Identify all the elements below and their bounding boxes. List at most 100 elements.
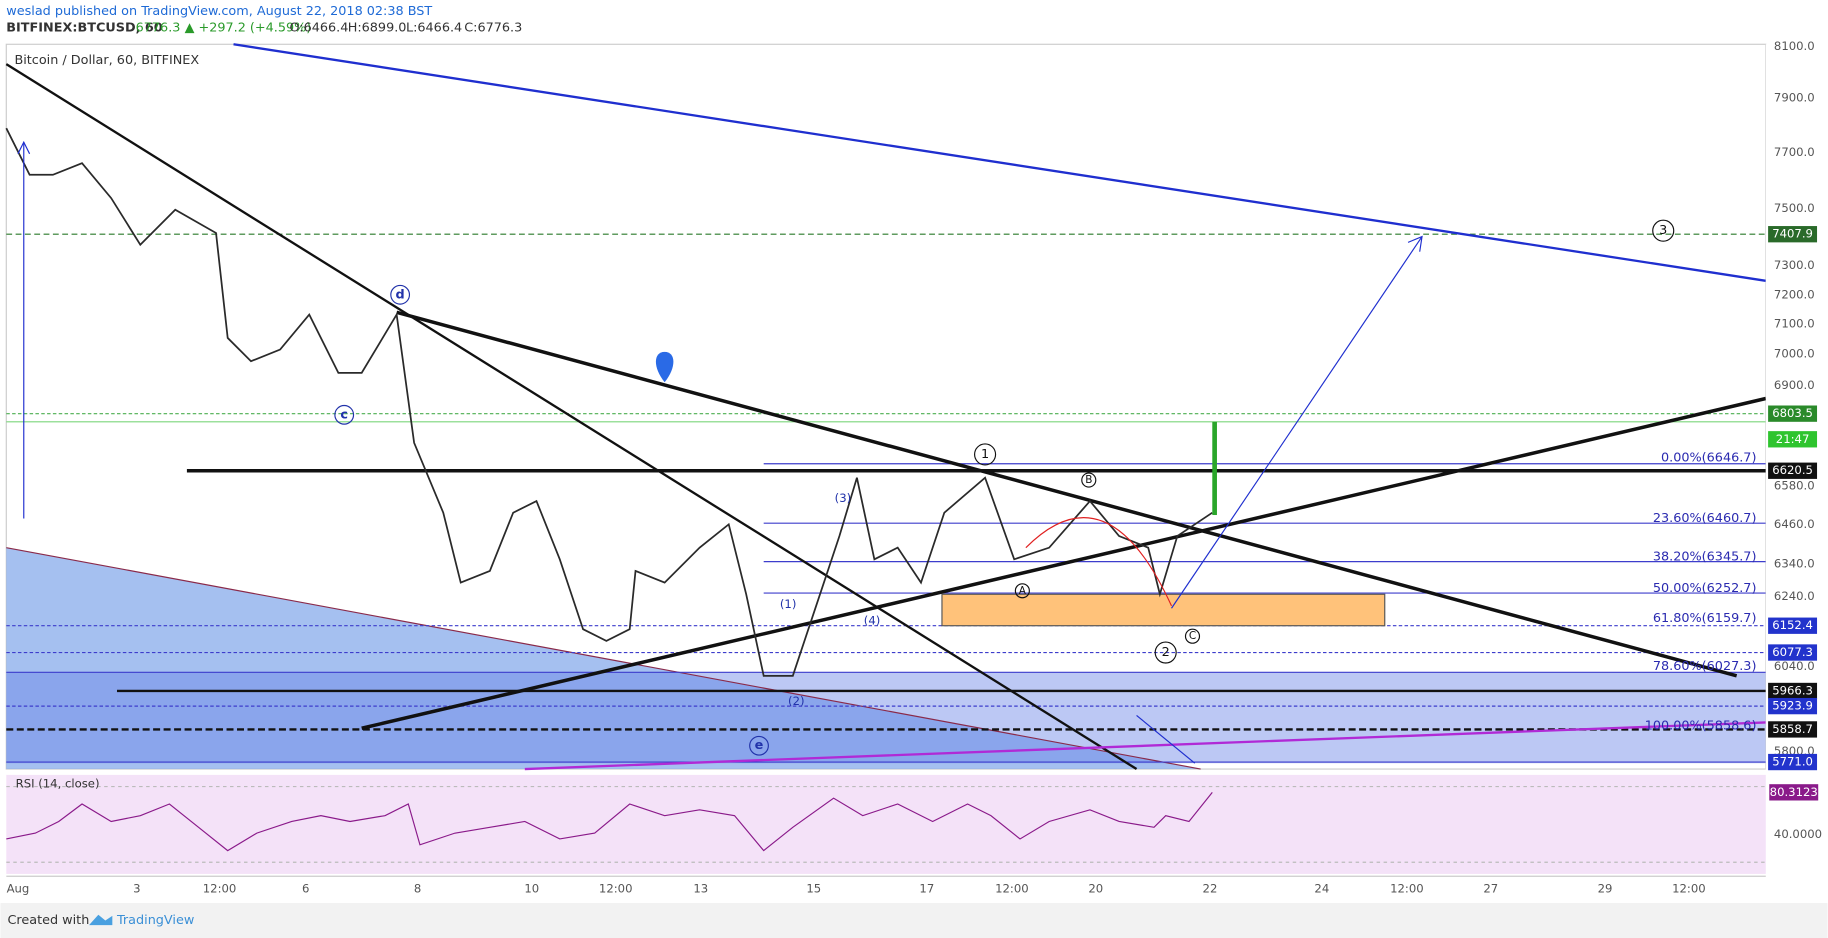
time-axis-labels: Aug 3 12:00 6 8 10 12:00 13 15 17 12:00 20 22 24 12:00… xyxy=(7,882,1706,896)
time-label: 10 xyxy=(524,882,539,896)
wedge-edge xyxy=(6,547,1201,770)
price-tag-bg xyxy=(1768,617,1818,634)
time-label: 12:00 xyxy=(1390,882,1424,896)
wave-label: (4) xyxy=(864,614,881,628)
arrow xyxy=(1136,714,1196,764)
price-tag-bg xyxy=(1768,644,1818,661)
price-tag: 6077.3 xyxy=(1772,645,1813,659)
publisher: weslad published on TradingView.com, Aug… xyxy=(6,4,432,19)
rsi-tag: 80.3123 xyxy=(1770,785,1818,799)
price-tag-bg xyxy=(1768,462,1818,479)
wave-label: (3) xyxy=(835,491,852,505)
price-tag: 5923.9 xyxy=(1772,699,1813,713)
price-label: 7000.0 xyxy=(1774,347,1815,361)
price-tag-bg xyxy=(1768,753,1818,771)
wave-label: (2) xyxy=(788,694,805,708)
price-tag: 6803.5 xyxy=(1772,406,1813,420)
last: 6776.3 xyxy=(136,20,181,35)
time-label: 8 xyxy=(414,882,421,896)
price-label: 6580.0 xyxy=(1774,478,1815,492)
logo xyxy=(89,914,113,926)
price-path xyxy=(5,127,1213,677)
purple-line xyxy=(524,721,1766,771)
rsi-line xyxy=(6,791,1213,852)
price-tag: 6620.5 xyxy=(1772,463,1813,477)
time-label: 24 xyxy=(1314,882,1329,896)
wave-label: A xyxy=(1019,585,1027,597)
price-tag: 5858.7 xyxy=(1772,722,1813,736)
wave-label: e xyxy=(755,738,764,753)
price-tag: 5771.0 xyxy=(1772,755,1813,769)
projection-arrow xyxy=(1171,236,1423,609)
fib-label: 23.60%(6460.7) xyxy=(1653,511,1757,526)
low: L:6466.4 xyxy=(406,20,462,35)
rsi-axis-label: 40.0000 xyxy=(1774,827,1822,841)
wave-label: B xyxy=(1085,474,1092,486)
price-label: 6900.0 xyxy=(1774,378,1815,392)
rsi-label: RSI (14, close) xyxy=(16,777,100,791)
price-tag-bg xyxy=(1768,697,1818,715)
price-tag-bg xyxy=(1768,721,1818,738)
price-axis-labels: 8100.0 7900.0 7700.0 7500.0 7300.0 7200.0 7100… xyxy=(1774,39,1815,758)
arrow-head xyxy=(17,140,31,155)
price-label: 7500.0 xyxy=(1774,201,1815,215)
marker[interactable] xyxy=(655,351,674,383)
buy-zone xyxy=(941,593,1386,627)
wave-label: c xyxy=(340,407,348,422)
close: C:6776.3 xyxy=(464,20,522,35)
trend-line xyxy=(233,43,1766,282)
open: O:6466.4 xyxy=(289,20,348,35)
time-label: 17 xyxy=(919,882,934,896)
support-zone xyxy=(6,672,1766,764)
price-label: 7100.0 xyxy=(1774,316,1815,330)
wave-label: (1) xyxy=(780,597,797,611)
time-label: 12:00 xyxy=(599,882,633,896)
price-label: 8100.0 xyxy=(1774,39,1815,53)
time-label: 12:00 xyxy=(203,882,237,896)
red-arc xyxy=(1025,517,1173,607)
price-tag-bg xyxy=(1768,682,1818,700)
footer-text: Created with xyxy=(7,913,89,928)
rsi-pane xyxy=(6,774,1766,874)
symbol: BITFINEX:BTCUSD, 60 xyxy=(6,20,163,35)
wave-label: 3 xyxy=(1659,223,1667,238)
wave-label: d xyxy=(396,287,405,302)
time-label: 12:00 xyxy=(995,882,1029,896)
price-label: 7700.0 xyxy=(1774,145,1815,159)
time-label: Aug xyxy=(7,882,30,896)
time-label: 20 xyxy=(1088,882,1103,896)
price-tag-bg xyxy=(1768,226,1818,243)
time-label: 22 xyxy=(1203,882,1218,896)
price-label: 6040.0 xyxy=(1774,659,1815,673)
price-label: 7200.0 xyxy=(1774,287,1815,301)
time-label: 12:00 xyxy=(1672,882,1706,896)
footer xyxy=(0,903,1828,938)
price-label: 6340.0 xyxy=(1774,556,1815,570)
last-candle xyxy=(1212,421,1217,516)
price-label: 6240.0 xyxy=(1774,589,1815,603)
time-label: 15 xyxy=(806,882,821,896)
rsi-tag-bg xyxy=(1769,784,1819,801)
fib-label: 100.00%(5858.6) xyxy=(1645,718,1757,733)
price-label: 6460.0 xyxy=(1774,517,1815,531)
time-label: 27 xyxy=(1483,882,1498,896)
high: H:6899.0 xyxy=(348,20,407,35)
footer-brand[interactable]: TradingView xyxy=(116,913,194,928)
time-label: 13 xyxy=(693,882,708,896)
time-label: 3 xyxy=(133,882,140,896)
price-label: 7300.0 xyxy=(1774,258,1815,272)
price-tag: 6152.4 xyxy=(1772,618,1813,632)
price-tags: 7407.9 6803.5 21:47 6620.5 6152.4 6077.3 5966.… xyxy=(1768,226,1818,771)
price-tag-bg xyxy=(1768,405,1818,422)
fib-label: 0.00%(6646.7) xyxy=(1661,450,1756,465)
price-label: 7900.0 xyxy=(1774,90,1815,104)
wave-label: 1 xyxy=(981,447,989,462)
wave-circles xyxy=(334,219,1675,756)
wave-label: 2 xyxy=(1162,645,1170,660)
price-tag: 5966.3 xyxy=(1772,683,1813,697)
chart-legend: Bitcoin / Dollar, 60, BITFINEX xyxy=(14,53,199,68)
trend-lines xyxy=(5,63,1767,771)
arrow-head xyxy=(1407,235,1423,252)
